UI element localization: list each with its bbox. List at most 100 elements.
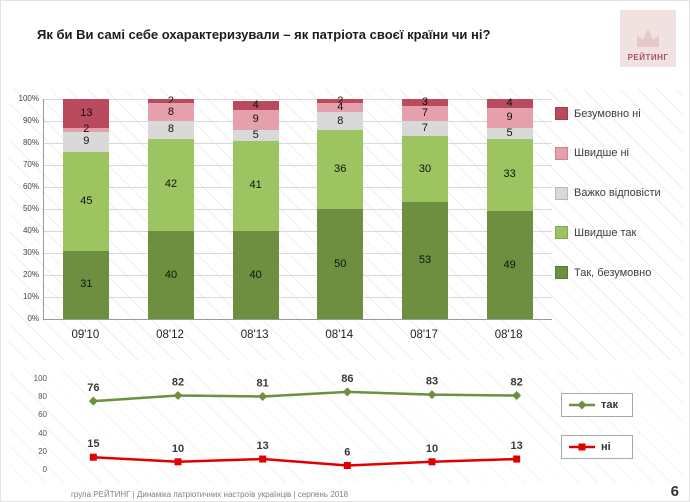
bar-x-tick-label: 08'13 [240, 329, 269, 341]
bar-value-label: 7 [421, 106, 429, 119]
bar-column: 53 30 7 7 3 [401, 95, 448, 319]
line-value-label: 13 [511, 440, 523, 452]
bar-gridline [44, 275, 552, 276]
bar-value-label: 9 [83, 135, 90, 148]
line-legend-item-ні: ні [561, 435, 633, 459]
line-y-tick-label: 80 [38, 392, 47, 402]
diamond-marker [342, 387, 352, 397]
bar-value-label: 4 [337, 101, 344, 114]
diamond-marker [258, 391, 268, 401]
bar-segment: 4 [317, 101, 364, 114]
bar-segment: 4 [232, 99, 279, 112]
bar-value-label: 49 [503, 258, 516, 271]
bar-y-axis: 100% 90% 80% 70% 60% 50% 40% 30% 20% 10% 0% [9, 94, 39, 324]
bar-plot-area: 31 45 9 2 13 40 42 8 8 2 40 41 5 9 4 50 36 8 4 2 53 30 7 7 3 49 33… [43, 95, 552, 320]
bar-value-label: 2 [83, 123, 90, 136]
bar-segment: 41 [232, 140, 279, 231]
bar-x-axis-labels: 09'10 08'12 08'13 08'14 08'17 08'18 [43, 329, 551, 341]
line-value-label: 82 [172, 377, 184, 389]
bar-segment: 50 [317, 209, 364, 319]
page-title: Як би Ви самі себе охарактеризували – як… [37, 27, 491, 42]
legend-diamond-line-icon [569, 400, 595, 410]
bar-value-label: 7 [421, 122, 429, 135]
bar-legend-label: Так, безумовно [574, 266, 652, 279]
line-plot-area: 76 82 81 86 83 82 15 10 13 6 10 13 [87, 373, 523, 469]
bar-value-label: 36 [334, 162, 347, 175]
bar-y-tick-label: 0% [27, 314, 39, 323]
bar-y-tick-label: 90% [22, 116, 39, 125]
line-value-label: 10 [172, 443, 184, 455]
legend-color-swatch [555, 146, 568, 160]
rating-group-logo: РЕЙТИНГ [620, 10, 676, 67]
square-marker [259, 455, 267, 463]
bar-value-label: 9 [506, 111, 513, 124]
line-legend-label: так [601, 399, 619, 411]
bar-value-label: 4 [506, 96, 513, 109]
bar-legend-item: Важко відповісти [555, 186, 681, 200]
bar-value-label: 8 [167, 105, 175, 118]
bar-value-label: 30 [418, 162, 432, 175]
bar-legend-label: Важко відповісти [574, 187, 661, 199]
bar-segment: 31 [63, 250, 110, 319]
bar-value-label: 3 [421, 95, 429, 108]
square-marker [513, 455, 521, 463]
bar-column: 40 42 8 8 2 [147, 95, 194, 319]
bar-columns: 31 45 9 2 13 40 42 8 8 2 40 41 5 9 4 50 36 8 4 2 53 30 7 7 3 49 33… [44, 95, 552, 319]
line-y-tick-label: 0 [42, 464, 47, 474]
bar-segment: 53 [401, 202, 448, 319]
bar-y-tick-label: 20% [22, 270, 39, 279]
bar-segment: 3 [401, 95, 448, 108]
bar-segment: 5 [232, 128, 279, 141]
line-value-label: 76 [87, 382, 99, 394]
bar-value-label: 4 [252, 99, 259, 112]
bar-x-tick-label: 08'12 [156, 329, 184, 341]
line-y-tick-label: 20 [38, 446, 47, 456]
bar-value-label: 33 [503, 168, 516, 181]
bar-segment: 33 [486, 138, 533, 212]
line-value-label: 10 [426, 443, 438, 455]
bar-gridline [44, 297, 552, 298]
bar-column: 49 33 5 9 4 [486, 96, 533, 319]
bar-column: 40 41 5 9 4 [232, 99, 279, 319]
bar-segment: 8 [317, 112, 364, 130]
line-value-label: 13 [257, 440, 269, 452]
bar-value-label: 8 [337, 114, 344, 127]
bar-legend-label: Швидше ні [574, 147, 630, 160]
line-value-label: 82 [511, 377, 523, 389]
legend-color-swatch [555, 107, 568, 120]
bar-column: 50 36 8 4 2 [317, 95, 364, 319]
bar-value-label: 40 [164, 268, 178, 281]
bar-x-tick-label: 09'10 [71, 329, 100, 341]
bar-gridline [44, 99, 552, 100]
bar-x-tick-label: 08'18 [494, 329, 523, 341]
bar-segment: 36 [317, 129, 364, 209]
bar-segment: 40 [232, 231, 279, 319]
line-y-tick-label: 60 [38, 410, 47, 420]
bar-value-label: 13 [80, 106, 93, 119]
bar-segment: 4 [486, 96, 533, 109]
bar-y-tick-label: 80% [22, 138, 39, 147]
bar-segment: 42 [147, 138, 194, 231]
line-legend-item-так: так [561, 393, 633, 417]
line-legend-label: ні [601, 441, 611, 453]
bar-segment: 9 [232, 110, 279, 130]
bar-legend-item: Швидше так [555, 226, 681, 240]
bar-y-tick-label: 50% [22, 204, 39, 213]
bar-legend-item: Безумовно ні [555, 107, 681, 120]
bar-value-label: 53 [418, 254, 432, 267]
bar-value-label: 50 [334, 257, 347, 270]
bar-segment: 45 [63, 151, 110, 251]
diamond-marker [427, 390, 437, 400]
bar-value-label: 41 [249, 179, 262, 192]
square-marker [89, 453, 97, 461]
rating-logo-text: РЕЙТИНГ [627, 53, 669, 62]
bar-y-tick-label: 10% [22, 292, 39, 301]
bar-value-label: 5 [252, 128, 259, 141]
line-y-tick-label: 100 [33, 374, 47, 383]
legend-color-swatch [555, 226, 568, 240]
bar-legend-item: Швидше ні [555, 146, 681, 160]
diamond-marker [512, 391, 522, 401]
bar-y-tick-label: 30% [22, 248, 39, 257]
bar-segment: 7 [401, 105, 448, 122]
bar-segment: 8 [147, 103, 194, 122]
